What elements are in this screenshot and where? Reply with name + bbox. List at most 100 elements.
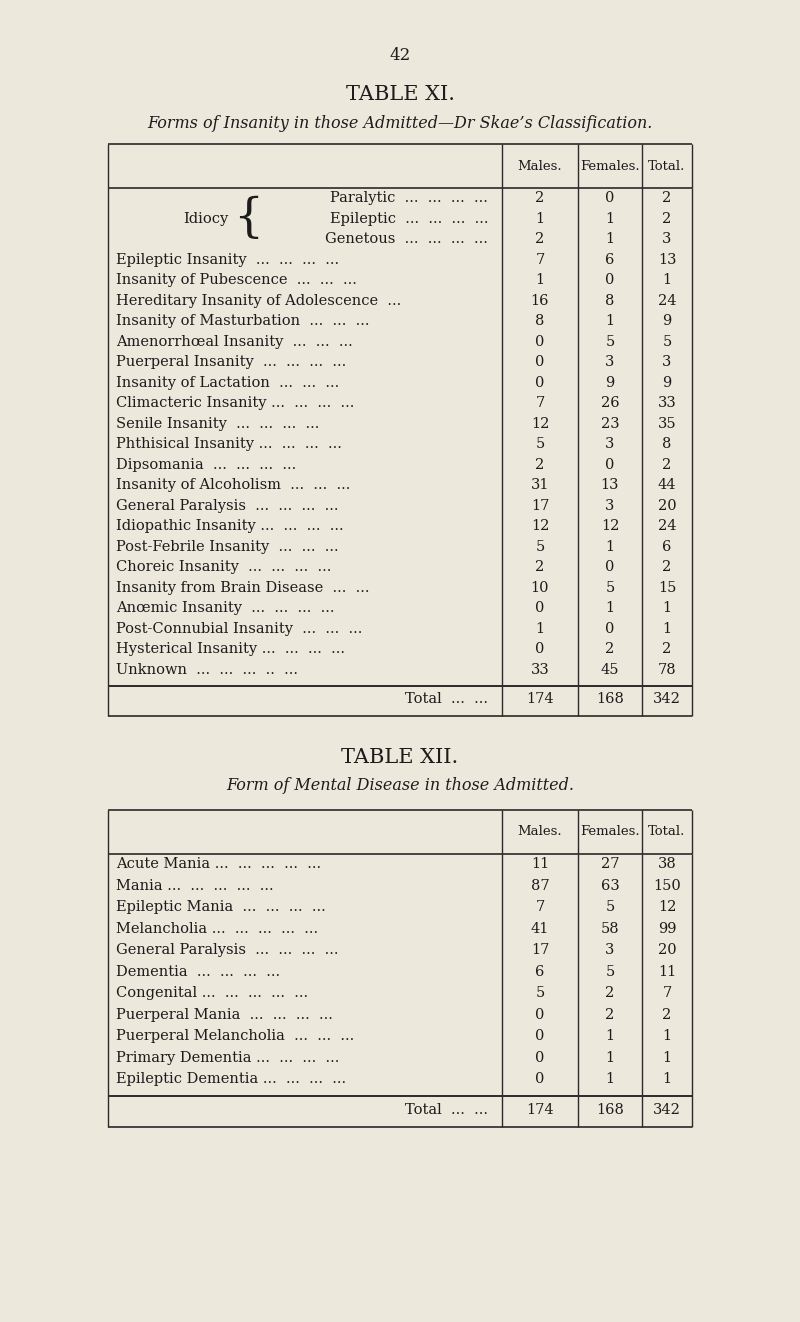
Text: 42: 42 bbox=[390, 46, 410, 63]
Text: 0: 0 bbox=[535, 375, 545, 390]
Text: 5: 5 bbox=[662, 334, 672, 349]
Text: Post-Connubial Insanity  ...  ...  ...: Post-Connubial Insanity ... ... ... bbox=[116, 621, 362, 636]
Text: 1: 1 bbox=[662, 621, 671, 636]
Text: 13: 13 bbox=[658, 253, 676, 267]
Text: 11: 11 bbox=[658, 965, 676, 978]
Text: 26: 26 bbox=[601, 397, 619, 410]
Text: 1: 1 bbox=[606, 233, 614, 246]
Text: General Paralysis  ...  ...  ...  ...: General Paralysis ... ... ... ... bbox=[116, 498, 338, 513]
Text: 3: 3 bbox=[606, 498, 614, 513]
Text: 1: 1 bbox=[662, 274, 671, 287]
Text: 16: 16 bbox=[530, 293, 550, 308]
Text: 2: 2 bbox=[606, 986, 614, 1001]
Text: 41: 41 bbox=[531, 921, 549, 936]
Text: 7: 7 bbox=[535, 397, 545, 410]
Text: 0: 0 bbox=[606, 274, 614, 287]
Text: 9: 9 bbox=[606, 375, 614, 390]
Text: 5: 5 bbox=[606, 580, 614, 595]
Text: 1: 1 bbox=[662, 1051, 671, 1064]
Text: 8: 8 bbox=[535, 315, 545, 328]
Text: Paralytic  ...  ...  ...  ...: Paralytic ... ... ... ... bbox=[330, 192, 488, 205]
Text: 2: 2 bbox=[535, 561, 545, 574]
Text: Acute Mania ...  ...  ...  ...  ...: Acute Mania ... ... ... ... ... bbox=[116, 857, 321, 871]
Text: Anœmic Insanity  ...  ...  ...  ...: Anœmic Insanity ... ... ... ... bbox=[116, 602, 334, 615]
Text: Idiopathic Insanity ...  ...  ...  ...: Idiopathic Insanity ... ... ... ... bbox=[116, 520, 344, 533]
Text: 1: 1 bbox=[662, 602, 671, 615]
Text: Post-Febrile Insanity  ...  ...  ...: Post-Febrile Insanity ... ... ... bbox=[116, 539, 338, 554]
Text: 2: 2 bbox=[535, 192, 545, 205]
Text: 1: 1 bbox=[662, 1072, 671, 1087]
Text: 3: 3 bbox=[662, 356, 672, 369]
Text: 168: 168 bbox=[596, 693, 624, 706]
Text: 0: 0 bbox=[535, 642, 545, 656]
Text: Dementia  ...  ...  ...  ...: Dementia ... ... ... ... bbox=[116, 965, 280, 978]
Text: Mania ...  ...  ...  ...  ...: Mania ... ... ... ... ... bbox=[116, 879, 274, 892]
Text: 87: 87 bbox=[530, 879, 550, 892]
Text: 0: 0 bbox=[606, 192, 614, 205]
Text: Melancholia ...  ...  ...  ...  ...: Melancholia ... ... ... ... ... bbox=[116, 921, 318, 936]
Text: 0: 0 bbox=[535, 1072, 545, 1087]
Text: 13: 13 bbox=[601, 479, 619, 492]
Text: 2: 2 bbox=[606, 642, 614, 656]
Text: 1: 1 bbox=[535, 274, 545, 287]
Text: 12: 12 bbox=[531, 520, 549, 533]
Text: 0: 0 bbox=[535, 1007, 545, 1022]
Text: 8: 8 bbox=[662, 438, 672, 451]
Text: 23: 23 bbox=[601, 416, 619, 431]
Text: Primary Dementia ...  ...  ...  ...: Primary Dementia ... ... ... ... bbox=[116, 1051, 339, 1064]
Text: 17: 17 bbox=[531, 498, 549, 513]
Text: 38: 38 bbox=[658, 857, 676, 871]
Text: 5: 5 bbox=[606, 965, 614, 978]
Text: 11: 11 bbox=[531, 857, 549, 871]
Text: 342: 342 bbox=[653, 1103, 681, 1117]
Text: Genetous  ...  ...  ...  ...: Genetous ... ... ... ... bbox=[325, 233, 488, 246]
Text: 5: 5 bbox=[535, 438, 545, 451]
Text: 2: 2 bbox=[662, 457, 672, 472]
Text: 1: 1 bbox=[606, 1051, 614, 1064]
Text: 2: 2 bbox=[662, 192, 672, 205]
Text: 0: 0 bbox=[606, 457, 614, 472]
Text: Insanity of Alcoholism  ...  ...  ...: Insanity of Alcoholism ... ... ... bbox=[116, 479, 350, 492]
Text: 2: 2 bbox=[606, 1007, 614, 1022]
Text: 0: 0 bbox=[535, 1030, 545, 1043]
Text: Insanity of Lactation  ...  ...  ...: Insanity of Lactation ... ... ... bbox=[116, 375, 339, 390]
Text: Forms of Insanity in those Admitted—Dr Skae’s Classification.: Forms of Insanity in those Admitted—Dr S… bbox=[147, 115, 653, 132]
Text: 1: 1 bbox=[662, 1030, 671, 1043]
Text: 15: 15 bbox=[658, 580, 676, 595]
Text: 2: 2 bbox=[535, 457, 545, 472]
Text: Total  ...  ...: Total ... ... bbox=[405, 693, 488, 706]
Text: 0: 0 bbox=[606, 621, 614, 636]
Text: 9: 9 bbox=[662, 375, 672, 390]
Text: Phthisical Insanity ...  ...  ...  ...: Phthisical Insanity ... ... ... ... bbox=[116, 438, 342, 451]
Text: 5: 5 bbox=[606, 334, 614, 349]
Text: Hereditary Insanity of Adolescence  ...: Hereditary Insanity of Adolescence ... bbox=[116, 293, 402, 308]
Text: Climacteric Insanity ...  ...  ...  ...: Climacteric Insanity ... ... ... ... bbox=[116, 397, 354, 410]
Text: Senile Insanity  ...  ...  ...  ...: Senile Insanity ... ... ... ... bbox=[116, 416, 319, 431]
Text: 33: 33 bbox=[530, 662, 550, 677]
Text: {: { bbox=[233, 196, 263, 242]
Text: TABLE XI.: TABLE XI. bbox=[346, 86, 454, 104]
Text: 0: 0 bbox=[606, 561, 614, 574]
Text: 5: 5 bbox=[535, 539, 545, 554]
Text: 1: 1 bbox=[606, 539, 614, 554]
Text: 174: 174 bbox=[526, 1103, 554, 1117]
Text: 8: 8 bbox=[606, 293, 614, 308]
Text: 20: 20 bbox=[658, 498, 676, 513]
Text: Females.: Females. bbox=[580, 825, 640, 838]
Text: 1: 1 bbox=[606, 1072, 614, 1087]
Text: 5: 5 bbox=[535, 986, 545, 1001]
Text: Puerperal Melancholia  ...  ...  ...: Puerperal Melancholia ... ... ... bbox=[116, 1030, 354, 1043]
Text: 99: 99 bbox=[658, 921, 676, 936]
Text: 58: 58 bbox=[601, 921, 619, 936]
Text: 1: 1 bbox=[606, 212, 614, 226]
Text: Unknown  ...  ...  ...  ..  ...: Unknown ... ... ... .. ... bbox=[116, 662, 298, 677]
Text: 33: 33 bbox=[658, 397, 676, 410]
Text: 3: 3 bbox=[606, 438, 614, 451]
Text: 3: 3 bbox=[606, 356, 614, 369]
Text: Insanity of Pubescence  ...  ...  ...: Insanity of Pubescence ... ... ... bbox=[116, 274, 357, 287]
Text: 1: 1 bbox=[535, 621, 545, 636]
Text: Total.: Total. bbox=[648, 825, 686, 838]
Text: 5: 5 bbox=[606, 900, 614, 915]
Text: 2: 2 bbox=[662, 561, 672, 574]
Text: Total  ...  ...: Total ... ... bbox=[405, 1103, 488, 1117]
